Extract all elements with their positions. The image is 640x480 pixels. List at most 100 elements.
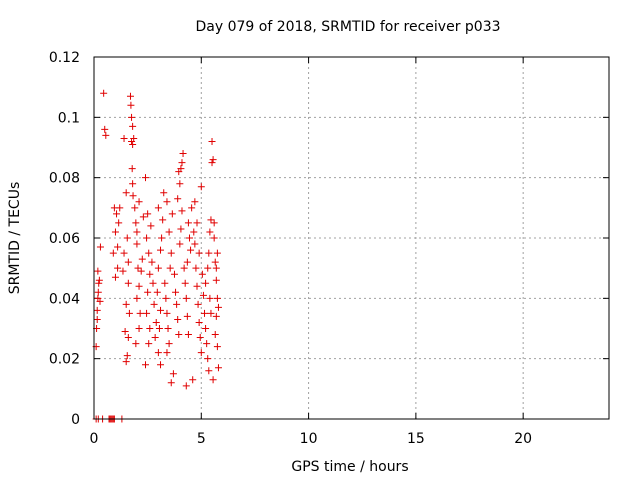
data-point [211, 258, 219, 266]
data-point [150, 300, 158, 308]
data-point [192, 264, 200, 272]
data-point [124, 334, 132, 342]
data-point [157, 306, 165, 314]
data-point [138, 255, 146, 263]
data-point [131, 204, 139, 212]
data-point [145, 340, 153, 348]
data-point [93, 306, 101, 314]
data-point [174, 315, 182, 323]
data-point [160, 189, 168, 197]
data-point [162, 294, 170, 302]
data-point [163, 349, 171, 357]
data-point [212, 276, 220, 284]
x-tick-label: 15 [407, 431, 425, 447]
data-point [194, 300, 202, 308]
data-point [114, 264, 122, 272]
data-point [146, 325, 154, 332]
data-point [167, 379, 175, 387]
data-point [175, 168, 183, 176]
data-point [198, 270, 206, 278]
data-point [191, 240, 199, 248]
data-point [176, 180, 184, 188]
data-point [191, 198, 199, 206]
data-point [204, 355, 212, 363]
data-point [113, 210, 121, 218]
data-point [155, 325, 163, 332]
data-point [111, 228, 119, 236]
data-point [199, 291, 207, 299]
data-point [137, 267, 145, 275]
data-point [183, 312, 191, 320]
data-point [95, 279, 103, 287]
data-point [153, 288, 161, 296]
data-point [157, 246, 165, 254]
data-point [147, 222, 155, 230]
data-point [183, 258, 191, 266]
data-point [128, 165, 136, 173]
data-point [133, 294, 141, 302]
data-point [152, 318, 160, 326]
data-point [209, 156, 217, 164]
y-tick-label: 0.12 [49, 50, 80, 66]
x-tick-label: 5 [197, 431, 206, 447]
data-point [197, 349, 205, 357]
data-point [176, 240, 184, 248]
data-point [129, 192, 137, 200]
x-axis-label: GPS time / hours [291, 459, 408, 475]
data-point [210, 219, 218, 227]
data-point [205, 249, 213, 257]
data-point [166, 264, 174, 272]
data-point [197, 183, 205, 191]
data-point [163, 198, 171, 206]
data-point [123, 234, 131, 242]
y-axis-label: SRMTID / TECUs [7, 182, 23, 295]
data-point [125, 309, 133, 317]
data-point [203, 340, 211, 348]
data-point [142, 361, 149, 369]
data-point [193, 282, 201, 290]
data-point [184, 219, 192, 227]
data-point [206, 228, 214, 236]
data-point [100, 89, 108, 97]
data-point [195, 318, 203, 326]
data-point [109, 249, 117, 257]
data-point [157, 361, 165, 369]
data-point [154, 349, 162, 357]
data-point [127, 101, 135, 109]
data-point [132, 219, 140, 227]
data-point [115, 219, 123, 227]
data-point [120, 249, 128, 257]
data-point [133, 228, 141, 236]
data-point [196, 334, 204, 342]
data-point [187, 246, 195, 254]
data-point [167, 249, 175, 257]
data-point [189, 376, 197, 384]
data-point [195, 249, 203, 257]
data-point [135, 198, 143, 206]
data-point [193, 219, 201, 227]
data-point [177, 225, 185, 233]
data-point [202, 279, 210, 287]
data-points [92, 89, 222, 423]
data-point [182, 382, 190, 390]
data-point [149, 279, 157, 287]
data-point [144, 288, 152, 296]
data-point [164, 325, 172, 332]
x-tick-label: 0 [90, 431, 99, 447]
y-tick-label: 0.02 [49, 352, 80, 368]
data-point [124, 279, 132, 287]
data-point [178, 159, 186, 167]
data-point [170, 270, 178, 278]
data-point [159, 216, 167, 224]
data-point [133, 240, 141, 248]
data-point [175, 331, 183, 339]
x-tick-label: 10 [300, 431, 318, 447]
chart-title: Day 079 of 2018, SRMTID for receiver p03… [195, 19, 500, 35]
data-point [93, 315, 101, 323]
data-point [122, 189, 130, 197]
data-point [132, 340, 140, 348]
x-tick-labels: 0 5 10 15 20 [90, 431, 533, 447]
data-point [190, 228, 198, 236]
data-point [96, 243, 104, 251]
